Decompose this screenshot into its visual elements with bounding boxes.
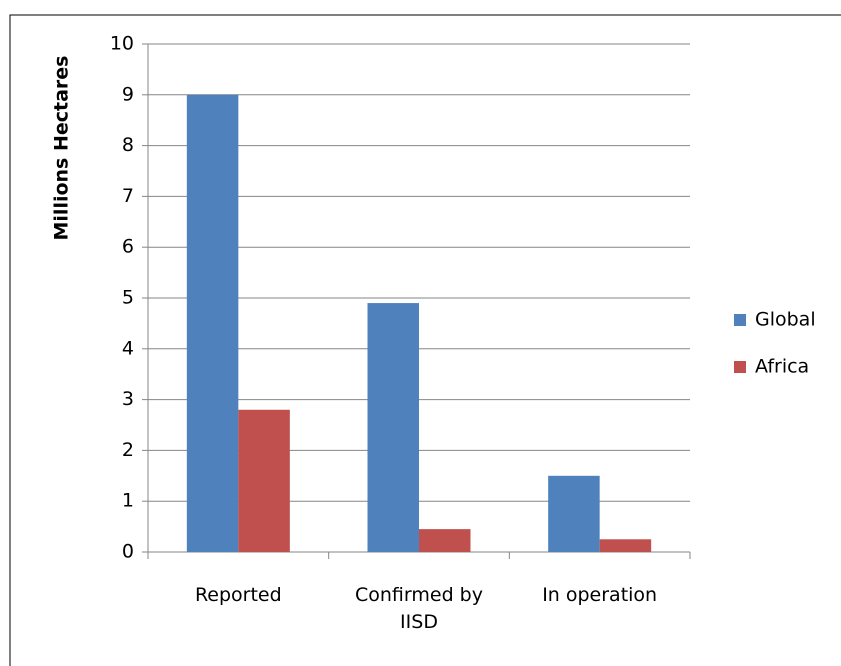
y-tick-label: 1 <box>122 490 134 512</box>
x-tick-label: In operation <box>542 584 658 606</box>
bar <box>599 539 652 552</box>
bar <box>548 475 600 552</box>
legend-swatch <box>734 361 746 373</box>
bar <box>238 409 290 552</box>
legend-label: Africa <box>755 356 809 378</box>
y-tick-label: 10 <box>110 33 134 55</box>
y-tick-label: 5 <box>122 287 134 309</box>
y-tick-label: 8 <box>122 134 134 156</box>
x-tick-label: Reported <box>194 584 282 606</box>
bar <box>367 303 419 552</box>
frame <box>9 14 841 666</box>
y-axis-label: Millions Hectares <box>51 56 73 241</box>
y-tick-label: 2 <box>122 439 134 461</box>
y-tick-label: 3 <box>122 388 134 410</box>
y-tick-label: 9 <box>122 83 134 105</box>
bar <box>186 94 239 553</box>
x-tick-label: Confirmed by IISD <box>355 584 483 633</box>
y-tick-label: 6 <box>122 236 134 258</box>
y-tick-label: 7 <box>122 185 134 207</box>
bar <box>419 529 471 552</box>
legend-label: Global <box>755 309 816 331</box>
legend-swatch <box>734 314 746 326</box>
y-tick-label: 0 <box>122 541 134 563</box>
y-tick-label: 4 <box>122 337 134 359</box>
